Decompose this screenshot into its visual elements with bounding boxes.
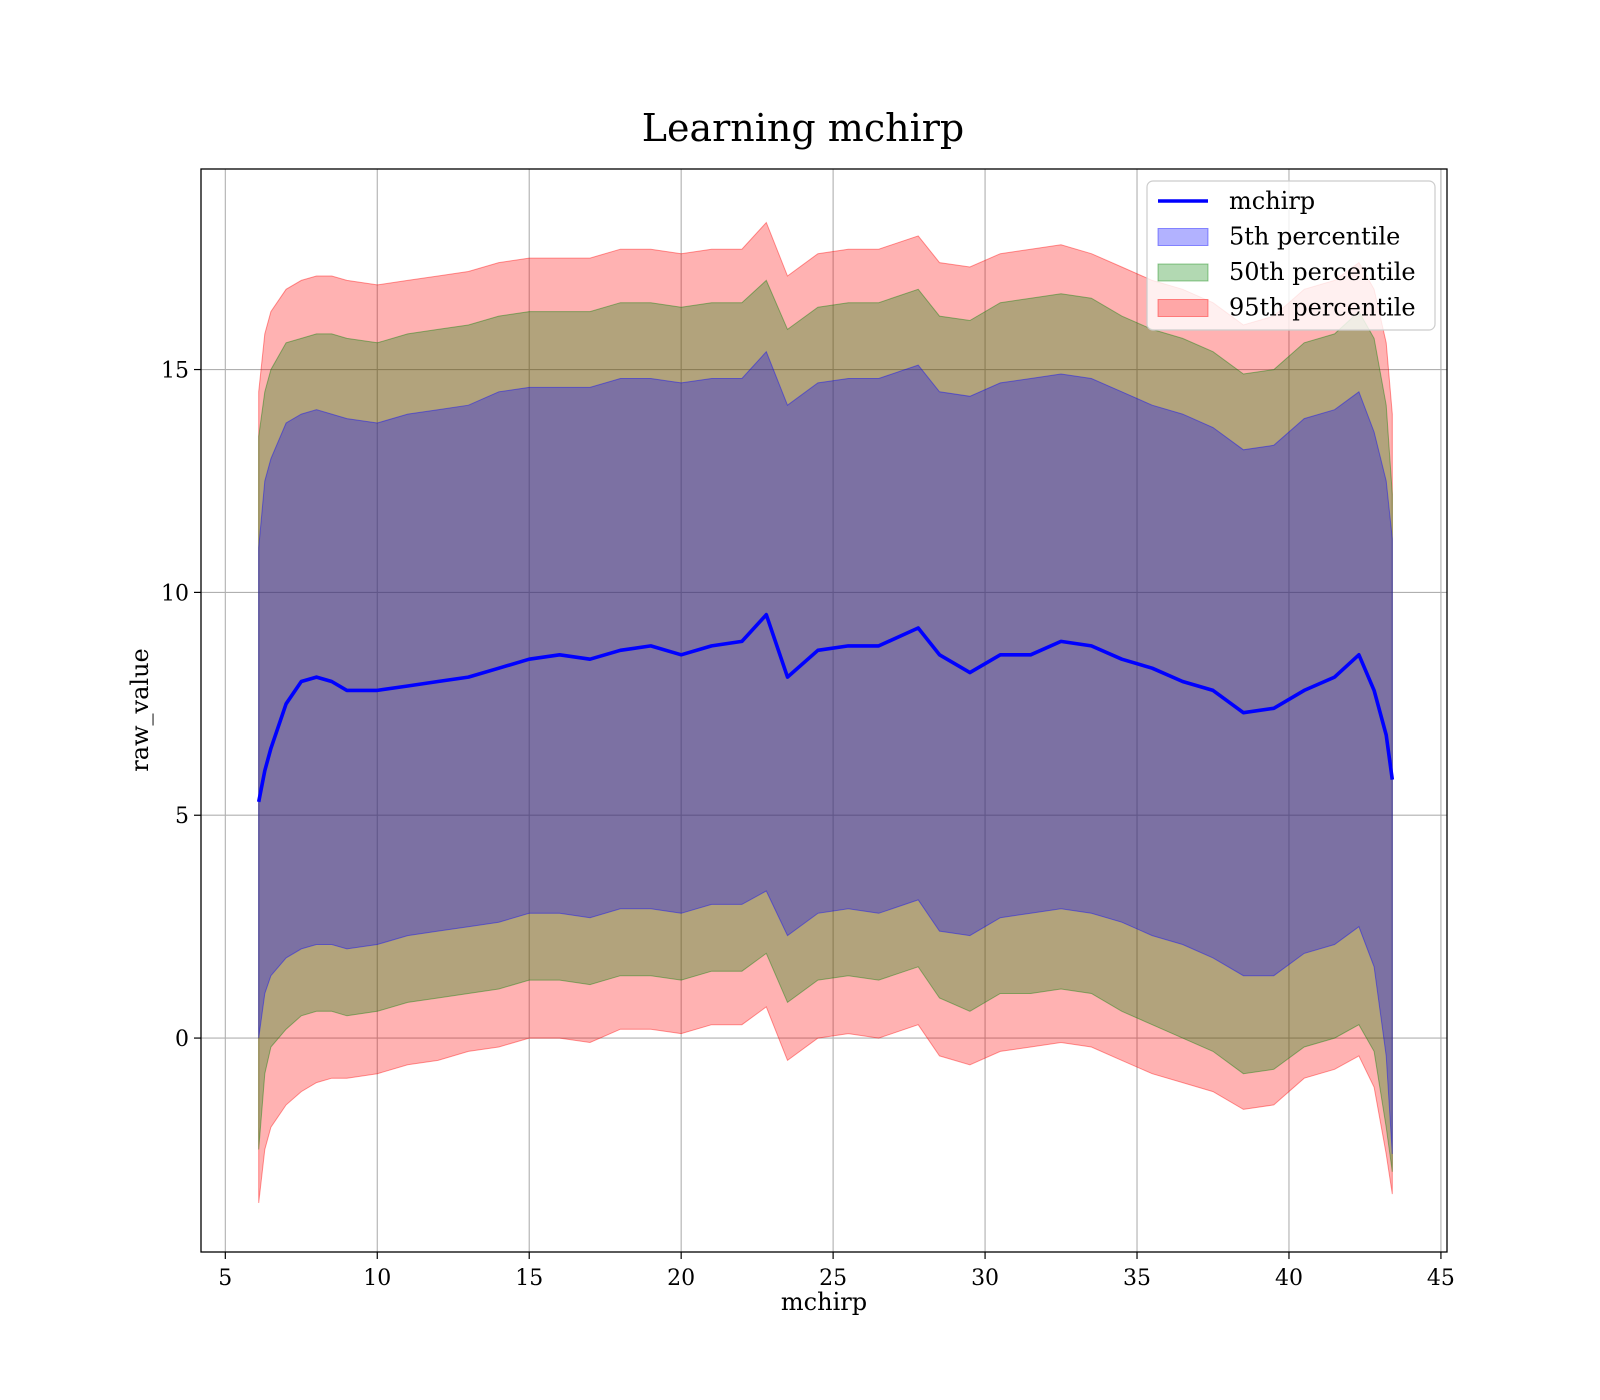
y-axis-ticks: 0 5 10 15 — [161, 359, 201, 1052]
x-tick-label: 5 — [218, 1266, 232, 1291]
legend-label: 50th percentile — [1229, 258, 1416, 286]
legend-swatch-patch — [1157, 299, 1209, 317]
y-axis-label: raw_value — [126, 648, 154, 772]
legend-label: 5th percentile — [1229, 223, 1400, 251]
x-tick-label: 10 — [363, 1266, 391, 1291]
y-tick-label: 15 — [161, 359, 189, 384]
legend-swatch-patch — [1157, 228, 1209, 246]
series-line-mchirp — [256, 612, 1395, 803]
grid-lines — [201, 169, 1447, 1252]
x-axis-ticks: 5 10 15 20 25 30 35 40 45 — [218, 1252, 1455, 1291]
x-axis-label: mchirp — [781, 1288, 867, 1316]
x-tick-label: 30 — [971, 1266, 999, 1291]
legend: mchirp 5th percentile 50th percentile 95th … — [1146, 180, 1436, 331]
x-tick-label: 25 — [819, 1266, 847, 1291]
y-tick-label: 0 — [175, 1027, 189, 1052]
x-tick-label: 20 — [667, 1266, 695, 1291]
y-tick-label: 10 — [161, 581, 189, 606]
band-95th-percentile — [258, 221, 1393, 1204]
legend-box — [1146, 180, 1436, 331]
chart-title: Learning mchirp — [642, 106, 964, 150]
x-tick-label: 45 — [1427, 1266, 1455, 1291]
plot-area — [256, 221, 1395, 1204]
plot-frame — [200, 168, 1448, 1253]
legend-label: 95th percentile — [1229, 294, 1416, 322]
legend-label: mchirp — [1229, 187, 1315, 215]
band-5th-percentile — [258, 350, 1393, 1155]
x-tick-label: 15 — [515, 1266, 543, 1291]
x-tick-label: 35 — [1123, 1266, 1151, 1291]
y-tick-label: 5 — [175, 804, 189, 829]
band-50th-percentile — [258, 279, 1393, 1172]
legend-swatch-patch — [1157, 263, 1209, 282]
x-tick-label: 40 — [1275, 1266, 1303, 1291]
